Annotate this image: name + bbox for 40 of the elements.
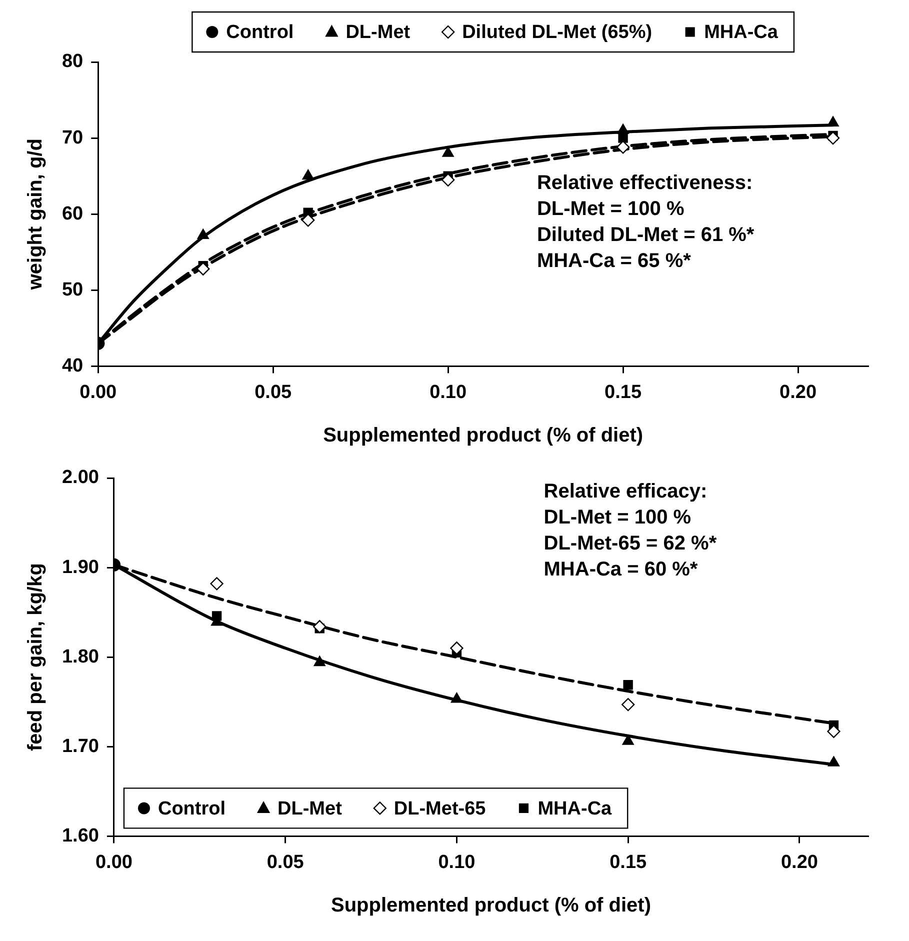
annotation: DL-Met = 100 % <box>536 198 684 220</box>
y-tick-label: 1.80 <box>62 646 99 668</box>
x-tick-label: 0.15 <box>610 852 648 873</box>
legend-label: DL-Met <box>278 798 343 820</box>
annotation: MHA-Ca = 65 %* <box>536 250 692 272</box>
annotation: DL-Met-65 = 62 %* <box>544 532 717 555</box>
annotation: Relative effectiveness: <box>536 172 753 194</box>
legend-label: Diluted DL-Met (65%) <box>462 22 652 44</box>
y-tick-label: 1.70 <box>62 736 99 757</box>
legend-label: Control <box>158 798 226 820</box>
legend-label: MHA-Ca <box>538 798 612 820</box>
y-tick-label: 50 <box>62 279 84 300</box>
x-axis-title: Supplemented product (% of diet) <box>330 894 651 917</box>
x-tick-label: 0.10 <box>438 852 476 873</box>
annotation: Relative efficacy: <box>544 480 708 503</box>
y-axis-title: weight gain, g/d <box>24 138 47 291</box>
y-tick-label: 70 <box>62 127 84 148</box>
legend-label: Control <box>226 22 294 44</box>
x-tick-label: 0.05 <box>254 382 292 403</box>
x-axis-title: Supplemented product (% of diet) <box>323 424 644 447</box>
y-axis-title: feed per gain, kg/kg <box>24 563 47 752</box>
y-tick-label: 60 <box>62 203 84 224</box>
x-tick-label: 0.20 <box>780 852 818 873</box>
annotation: MHA-Ca = 60 %* <box>544 558 698 581</box>
x-tick-label: 0.15 <box>604 382 642 403</box>
y-tick-label: 1.90 <box>62 556 99 578</box>
annotation: Diluted DL-Met = 61 %* <box>536 224 754 246</box>
legend-label: DL-Met-65 <box>394 798 486 820</box>
x-tick-label: 0.10 <box>430 382 467 403</box>
y-tick-label: 1.60 <box>62 825 99 846</box>
y-tick-label: 40 <box>62 355 84 376</box>
annotation: DL-Met = 100 % <box>544 506 692 529</box>
x-tick-label: 0.05 <box>266 852 304 873</box>
legend-label: MHA-Ca <box>704 22 778 44</box>
legend-label: DL-Met <box>346 22 411 44</box>
x-tick-label: 0.20 <box>780 382 817 403</box>
y-tick-label: 80 <box>62 51 84 72</box>
y-tick-label: 2.00 <box>62 467 99 488</box>
x-tick-label: 0.00 <box>80 382 117 403</box>
x-tick-label: 0.00 <box>95 852 132 873</box>
